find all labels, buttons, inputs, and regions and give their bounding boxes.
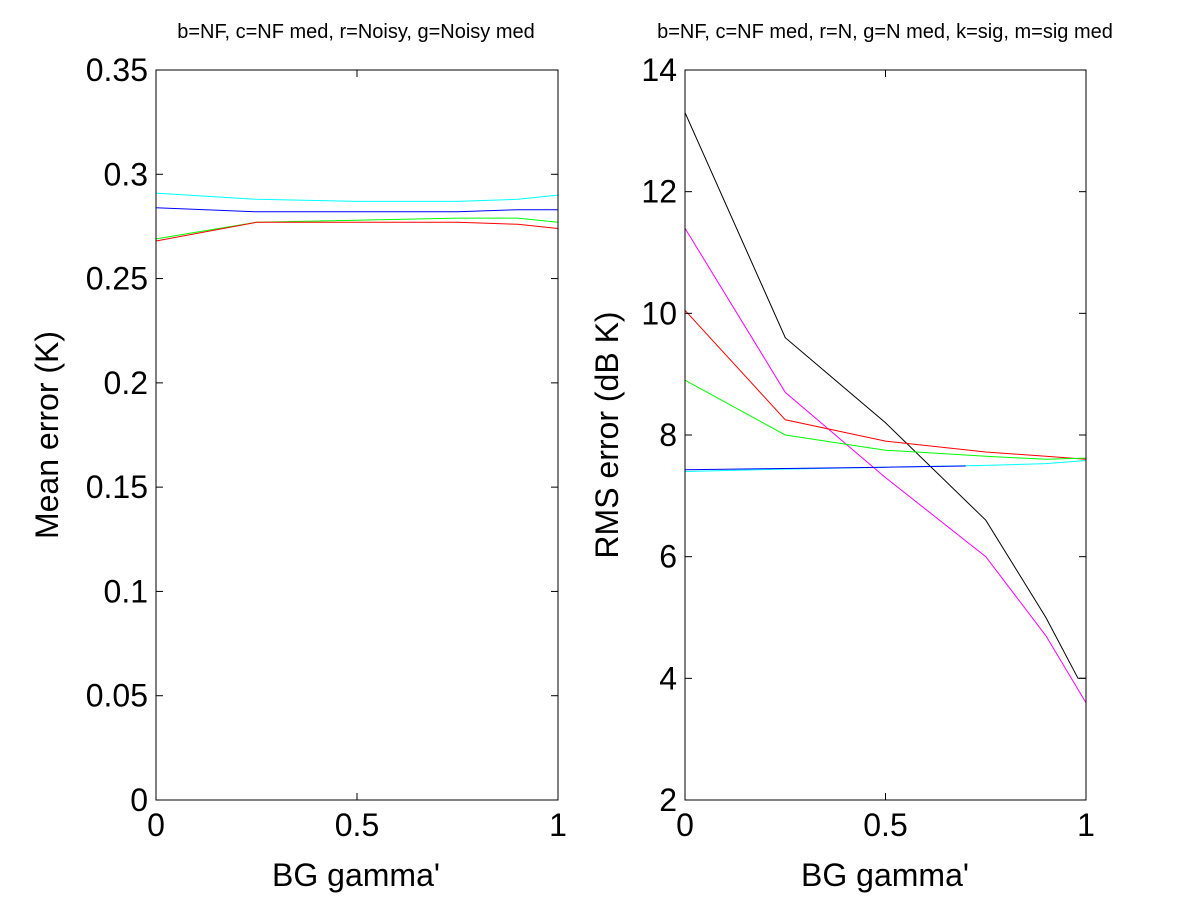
series-line bbox=[684, 112, 1086, 679]
y-tick-label: 4 bbox=[659, 660, 677, 696]
series-line bbox=[684, 227, 1087, 703]
y-tick-label: 0.15 bbox=[86, 469, 148, 505]
chart-title: b=NF, c=NF med, r=N, g=N med, k=sig, m=s… bbox=[657, 21, 1113, 43]
series-line bbox=[155, 192, 559, 202]
x-tick-label: 0.5 bbox=[335, 807, 379, 843]
y-tick-label: 6 bbox=[659, 539, 677, 575]
x-tick-label: 1 bbox=[1077, 807, 1095, 843]
y-tick-label: 8 bbox=[659, 417, 677, 453]
series-line bbox=[155, 221, 559, 242]
x-tick-label: 0.5 bbox=[863, 807, 907, 843]
x-tick-label: 0 bbox=[147, 807, 165, 843]
y-tick-label: 0.05 bbox=[86, 678, 148, 714]
series-lines bbox=[684, 112, 1087, 703]
rms-error-chart: b=NF, c=NF med, r=N, g=N med, k=sig, m=s… bbox=[589, 21, 1113, 893]
y-axis-label: RMS error (dB K) bbox=[589, 311, 625, 558]
series-line bbox=[684, 309, 1087, 460]
y-tick-label: 2 bbox=[659, 782, 677, 818]
series-lines bbox=[155, 192, 559, 242]
x-axis-label: BG gamma' bbox=[801, 857, 969, 893]
y-tick-label: 12 bbox=[641, 174, 677, 210]
y-tick-label: 10 bbox=[641, 295, 677, 331]
y-tick-label: 0.2 bbox=[104, 365, 148, 401]
mean-error-chart: b=NF, c=NF med, r=Noisy, g=Noisy med BG … bbox=[29, 21, 567, 893]
y-axis-label: Mean error (K) bbox=[29, 331, 65, 539]
y-tick-label: 0.1 bbox=[104, 573, 148, 609]
y-tick-label: 0.25 bbox=[86, 261, 148, 297]
x-tick-label: 1 bbox=[549, 807, 567, 843]
chart-title: b=NF, c=NF med, r=Noisy, g=Noisy med bbox=[177, 21, 535, 43]
y-tick-label: 14 bbox=[641, 52, 677, 88]
series-line bbox=[155, 207, 558, 213]
ticks: 0 0.5 1 0 0.05 0.1 0.15 0.2 0.25 0.3 0.35 bbox=[86, 52, 567, 843]
series-line bbox=[684, 465, 966, 471]
y-tick-label: 0.35 bbox=[86, 52, 148, 88]
x-tick-label: 0 bbox=[676, 807, 694, 843]
x-axis-label: BG gamma' bbox=[272, 857, 440, 893]
y-tick-label: 0 bbox=[130, 782, 148, 818]
series-line bbox=[684, 379, 1087, 460]
y-tick-label: 0.3 bbox=[104, 156, 148, 192]
